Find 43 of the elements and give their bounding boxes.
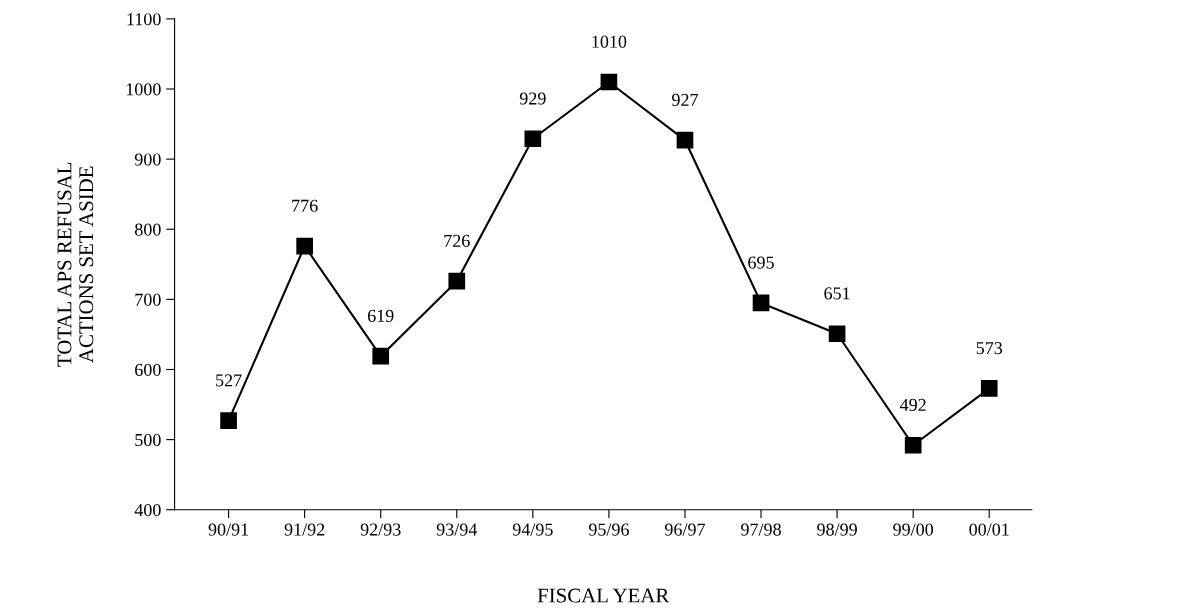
y-tick-label: 400 bbox=[134, 503, 161, 517]
point bbox=[220, 412, 237, 430]
x-tick-label: 99/00 bbox=[893, 523, 934, 536]
x-tick-label: 91/92 bbox=[284, 523, 325, 536]
data-label: 726 bbox=[444, 234, 470, 247]
x-tick-label: 90/91 bbox=[208, 523, 249, 536]
data-label: 1010 bbox=[592, 35, 627, 48]
data-label: 929 bbox=[519, 92, 546, 105]
x-tick-label: 97/98 bbox=[741, 523, 781, 536]
y-tick-label: 600 bbox=[135, 363, 161, 376]
x-tick-label: 93/94 bbox=[436, 523, 478, 536]
point bbox=[676, 131, 694, 149]
point bbox=[828, 325, 846, 343]
x-tick-label: 92/93 bbox=[360, 523, 401, 536]
y-tick-label: 800 bbox=[134, 223, 161, 236]
point bbox=[296, 237, 313, 255]
point bbox=[448, 272, 466, 290]
y-tick-label: 1000 bbox=[126, 83, 161, 96]
y-tick-label: 500 bbox=[135, 433, 161, 447]
data-label: 695 bbox=[748, 256, 774, 269]
point bbox=[372, 347, 390, 365]
point bbox=[524, 130, 542, 148]
data-label: 927 bbox=[672, 93, 698, 106]
y-axis-title: TOTAL APS REFUSAL ACTIONS SET ASIDE bbox=[57, 162, 94, 367]
y-tick-label: 900 bbox=[134, 153, 161, 166]
y-tick-label: 700 bbox=[135, 293, 161, 306]
data-label: 776 bbox=[292, 199, 318, 212]
x-tick-label: 96/97 bbox=[664, 523, 706, 536]
point bbox=[980, 380, 998, 397]
data-label: 492 bbox=[899, 398, 926, 411]
point bbox=[904, 436, 922, 454]
x-tick-label: 95/96 bbox=[588, 523, 629, 536]
x-tick-label: 98/99 bbox=[817, 523, 857, 536]
data-label: 651 bbox=[824, 287, 850, 300]
data-label: 573 bbox=[976, 342, 1003, 355]
data-label: 619 bbox=[367, 309, 394, 322]
data-label: 527 bbox=[216, 374, 242, 387]
x-tick-label: 00/01 bbox=[969, 523, 1009, 536]
y-tick-label: 1100 bbox=[127, 13, 161, 26]
x-axis-title: FISCAL YEAR bbox=[537, 588, 670, 603]
point bbox=[600, 73, 618, 91]
x-tick-label: 94/95 bbox=[512, 523, 553, 536]
point bbox=[752, 294, 770, 312]
